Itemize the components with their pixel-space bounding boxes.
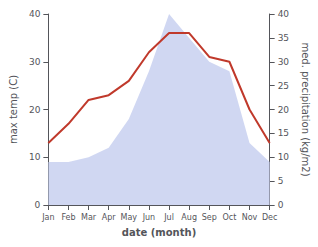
svg-text:20: 20	[278, 105, 290, 115]
svg-text:40: 40	[29, 9, 41, 19]
svg-text:Oct: Oct	[222, 213, 236, 222]
svg-text:Dec: Dec	[262, 213, 277, 222]
svg-text:May: May	[121, 213, 138, 222]
svg-text:Jun: Jun	[142, 213, 156, 222]
svg-text:Mar: Mar	[81, 213, 97, 222]
svg-text:10: 10	[29, 152, 41, 162]
svg-text:0: 0	[278, 200, 284, 210]
svg-text:40: 40	[278, 9, 290, 19]
svg-text:Apr: Apr	[102, 213, 117, 222]
svg-text:30: 30	[29, 57, 41, 67]
svg-text:0: 0	[35, 200, 41, 210]
svg-text:5: 5	[278, 176, 284, 186]
svg-text:Jul: Jul	[163, 213, 174, 222]
svg-text:25: 25	[278, 81, 289, 91]
svg-text:30: 30	[278, 57, 290, 67]
svg-text:35: 35	[278, 33, 289, 43]
svg-text:10: 10	[278, 152, 290, 162]
svg-text:date (month): date (month)	[122, 227, 196, 238]
svg-text:15: 15	[278, 128, 289, 138]
svg-text:Jan: Jan	[41, 213, 54, 222]
svg-text:Aug: Aug	[181, 213, 197, 222]
svg-text:Feb: Feb	[61, 213, 75, 222]
svg-text:20: 20	[29, 105, 41, 115]
svg-text:Nov: Nov	[242, 213, 258, 222]
svg-text:med. precipitation (kg/m2): med. precipitation (kg/m2)	[300, 42, 311, 176]
svg-text:max temp (C): max temp (C)	[8, 75, 19, 144]
svg-text:Sep: Sep	[202, 213, 217, 222]
